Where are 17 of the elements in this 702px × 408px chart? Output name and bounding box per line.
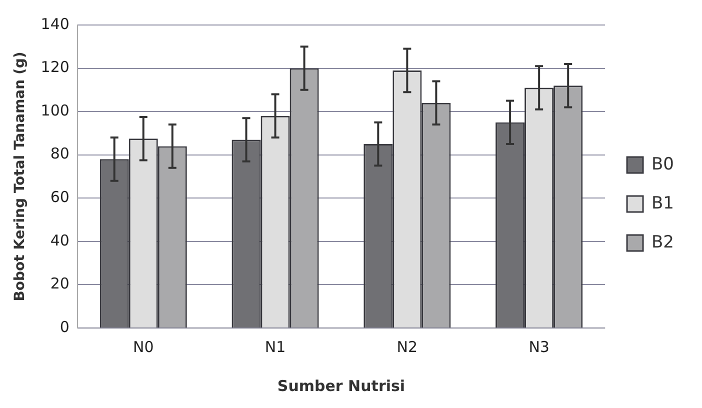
y-axis-title: Bobot Kering Total Tanaman (g)	[12, 52, 28, 302]
x-axis-title: Sumber Nutrisi	[277, 376, 406, 395]
x-tick-label: N3	[528, 338, 550, 356]
legend-label: B0	[652, 154, 674, 174]
y-tick-label: 140	[40, 14, 70, 33]
x-tick-label: N1	[264, 338, 286, 356]
y-tick-label: 100	[40, 101, 70, 120]
legend-label: B2	[652, 232, 674, 252]
y-tick-label: 80	[50, 144, 70, 163]
legend-label: B1	[652, 193, 674, 214]
y-tick-label: 40	[50, 231, 70, 250]
x-tick-label: N0	[132, 338, 154, 356]
y-tick-label: 60	[50, 188, 70, 206]
y-tick-label: 120	[40, 58, 70, 76]
y-tick-label: 20	[50, 274, 70, 293]
y-tick-label: 0	[60, 318, 70, 336]
x-tick-label: N2	[396, 338, 418, 356]
